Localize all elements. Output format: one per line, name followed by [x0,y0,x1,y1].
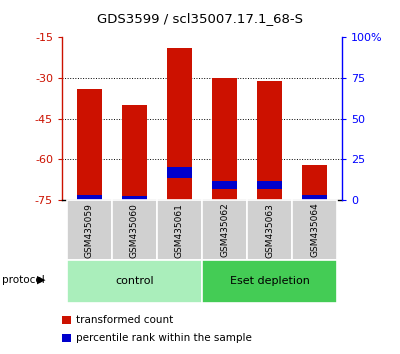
Bar [112,200,157,260]
Bar [257,81,282,200]
Bar [77,195,102,200]
Bar [302,165,327,200]
Text: percentile rank within the sample: percentile rank within the sample [76,333,252,343]
Text: GDS3599 / scl35007.17.1_68-S: GDS3599 / scl35007.17.1_68-S [97,12,303,25]
Bar [202,260,338,303]
Text: Eset depletion: Eset depletion [230,276,310,286]
Text: GSM435063: GSM435063 [265,202,274,258]
Text: GSM435062: GSM435062 [220,203,229,257]
Bar [302,195,327,200]
Bar [167,167,192,178]
Text: ▶: ▶ [37,275,45,285]
Text: control: control [115,276,154,286]
Bar [247,200,292,260]
Text: protocol: protocol [2,275,45,285]
Bar [66,260,202,303]
Bar [157,200,202,260]
Text: transformed count: transformed count [76,315,173,325]
Text: GSM435059: GSM435059 [84,202,94,258]
Bar [122,196,147,200]
Bar [212,78,237,200]
Bar [167,48,192,200]
Bar [122,105,147,200]
Text: GSM435061: GSM435061 [175,202,184,258]
Bar [292,200,338,260]
Text: GSM435060: GSM435060 [130,202,139,258]
Bar [257,181,282,189]
Bar [202,200,247,260]
Bar [66,200,112,260]
Bar [77,89,102,200]
Bar [212,181,237,189]
Text: GSM435064: GSM435064 [310,203,320,257]
